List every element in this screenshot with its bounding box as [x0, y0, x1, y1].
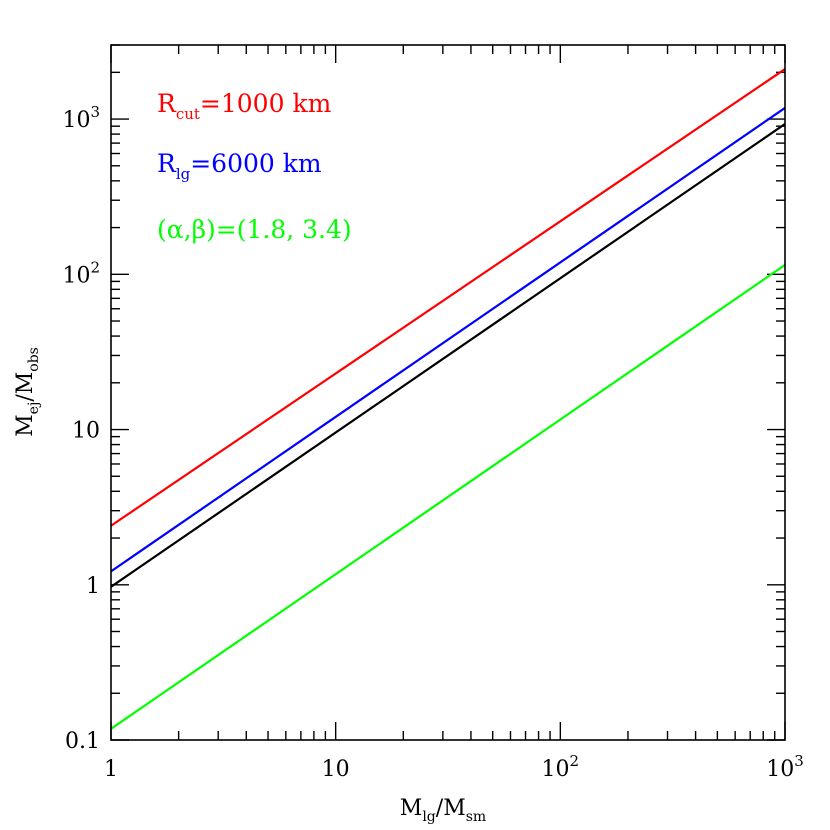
x-tick-label: 10 [322, 757, 350, 782]
y-tick-label: 10 [72, 419, 100, 444]
legend-annotations: Rcut=1000 km Rlg=6000 km (α,β)=(1.8, 3.4) [157, 89, 352, 244]
y-tick-label: 102 [62, 258, 100, 288]
series-line-1 [110, 68, 786, 527]
y-tick-label: 103 [62, 103, 100, 133]
series-line-3 [110, 123, 786, 588]
x-tick-label: 102 [542, 752, 580, 782]
x-tick-label: 103 [766, 752, 804, 782]
series-lines [110, 68, 786, 730]
plot-frame [110, 44, 786, 741]
x-tick-label: 1 [104, 757, 118, 782]
y-axis-label: Mej/Mobs [13, 347, 42, 437]
annotation-2: Rlg=6000 km [157, 149, 322, 183]
y-tick-label: 0.1 [65, 729, 100, 754]
y-tick-label: 1 [86, 574, 100, 599]
series-line-2 [110, 107, 786, 573]
annotation-3: (α,β)=(1.8, 3.4) [157, 215, 352, 244]
annotation-1: Rcut=1000 km [157, 89, 332, 123]
series-line-4 [110, 263, 786, 730]
x-axis-label: Mlg/Msm [400, 796, 486, 825]
axis-ticks [110, 44, 786, 741]
